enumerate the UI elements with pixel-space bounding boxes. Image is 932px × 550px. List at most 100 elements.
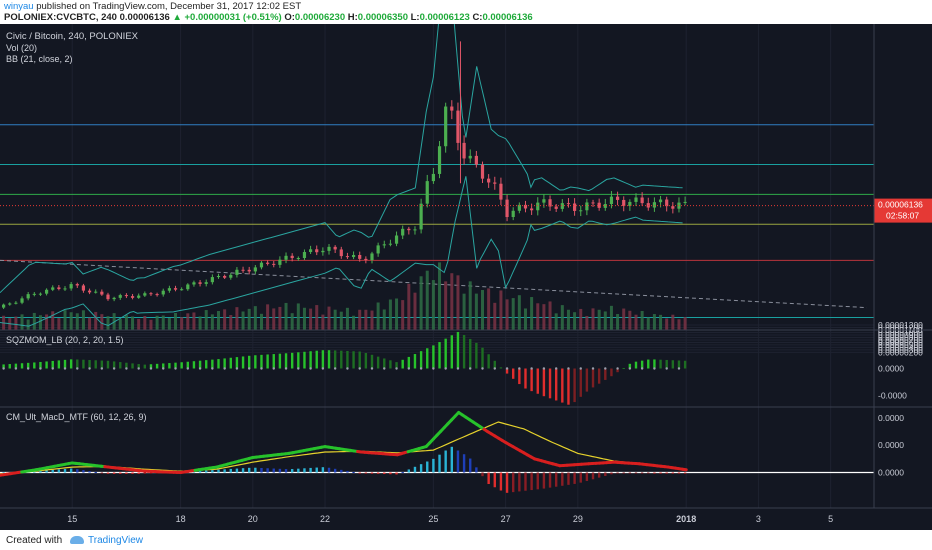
candle-body bbox=[382, 244, 386, 246]
chart-area[interactable]: 0.000013000.000012000.000011000.00001000… bbox=[0, 24, 932, 530]
volume-bar bbox=[57, 318, 61, 330]
momentum-bar bbox=[407, 356, 411, 369]
momentum-bar bbox=[186, 361, 190, 369]
momentum-bar bbox=[677, 360, 681, 369]
momentum-bar bbox=[647, 359, 650, 369]
macd-histogram-bar bbox=[235, 468, 239, 473]
volume-bar bbox=[272, 308, 276, 330]
macd-histogram-bar bbox=[229, 468, 232, 473]
volume-bar bbox=[517, 295, 521, 330]
squeeze-dot bbox=[567, 367, 570, 370]
macd-histogram-bar bbox=[82, 470, 85, 473]
squeeze-dot bbox=[653, 367, 656, 370]
volume-bar bbox=[174, 312, 178, 330]
momentum-bar bbox=[469, 338, 472, 369]
momentum-bar bbox=[653, 359, 656, 369]
momentum-bar bbox=[217, 359, 220, 369]
volume-bar bbox=[155, 315, 159, 330]
volume-bar bbox=[315, 305, 319, 330]
macd-histogram-bar bbox=[88, 471, 91, 473]
candle-body bbox=[192, 282, 196, 285]
candle-body bbox=[75, 284, 79, 286]
volume-bar bbox=[364, 309, 368, 330]
candle-body bbox=[499, 183, 503, 200]
momentum-bar bbox=[591, 368, 595, 388]
close-value: 0.00006136 bbox=[482, 12, 533, 23]
macd-histogram-bar bbox=[481, 472, 484, 477]
momentum-bar bbox=[389, 360, 392, 369]
macd-histogram-bar bbox=[76, 469, 79, 473]
macd-histogram-bar bbox=[683, 472, 687, 474]
candle-body bbox=[266, 262, 270, 264]
tradingview-logo[interactable]: TradingView bbox=[70, 535, 143, 546]
squeeze-dot bbox=[616, 367, 619, 370]
momentum-bar bbox=[505, 368, 509, 374]
momentum-bar bbox=[383, 358, 386, 369]
volume-bar bbox=[548, 301, 552, 330]
volume-bar bbox=[358, 309, 362, 330]
squeeze-dot bbox=[444, 367, 447, 370]
macd-histogram-bar bbox=[616, 472, 619, 474]
candle-body bbox=[493, 182, 497, 184]
momentum-bar bbox=[364, 352, 368, 369]
candle-body bbox=[32, 293, 36, 295]
macd-histogram-bar bbox=[346, 470, 349, 473]
price-axis-label: 0.00001000 bbox=[878, 327, 923, 337]
momentum-bar bbox=[616, 368, 619, 373]
macd-histogram-bar bbox=[493, 472, 496, 488]
candle-body bbox=[622, 199, 626, 206]
volume-bar bbox=[530, 297, 534, 330]
candle-body bbox=[100, 291, 104, 295]
volume-bar bbox=[210, 314, 214, 330]
macd-histogram-bar bbox=[585, 472, 589, 481]
macd-histogram-bar bbox=[352, 472, 355, 474]
candle-body bbox=[149, 293, 153, 295]
squeeze-dot bbox=[186, 367, 190, 370]
macd-histogram-bar bbox=[456, 450, 460, 473]
macd-histogram-bar bbox=[487, 472, 490, 485]
macd-histogram-bar bbox=[39, 470, 42, 473]
macd-histogram-bar bbox=[284, 469, 288, 473]
x-axis-label: 15 bbox=[67, 514, 77, 524]
x-axis-label: 3 bbox=[756, 514, 761, 524]
volume-bar bbox=[143, 315, 147, 330]
momentum-bar bbox=[659, 359, 662, 369]
candle-body bbox=[112, 297, 116, 300]
volume-bar bbox=[536, 303, 540, 330]
momentum-bar bbox=[315, 350, 318, 369]
ohlc-line: POLONIEX:CVCBTC, 240 0.00006136 ▲ +0.000… bbox=[4, 12, 533, 23]
volume-bar bbox=[566, 309, 570, 330]
momentum-bar bbox=[352, 351, 355, 369]
x-axis-label: 29 bbox=[573, 514, 583, 524]
volume-bar bbox=[438, 262, 442, 330]
candle-body bbox=[511, 210, 515, 218]
macd-histogram-bar bbox=[401, 472, 404, 474]
low-label: L: bbox=[410, 12, 420, 23]
momentum-bar bbox=[395, 362, 398, 369]
momentum-bar bbox=[229, 357, 232, 369]
candle-body bbox=[407, 228, 411, 231]
macd-histogram-bar bbox=[143, 472, 147, 474]
squeeze-dot bbox=[346, 367, 349, 370]
candle-body bbox=[640, 197, 644, 204]
momentum-bar bbox=[554, 368, 558, 401]
macd-histogram-bar bbox=[321, 467, 325, 473]
volume-bar bbox=[382, 309, 386, 330]
macd-histogram-bar bbox=[254, 467, 257, 473]
squeeze-dot bbox=[407, 367, 411, 370]
momentum-bar bbox=[573, 368, 576, 403]
momentum-bar bbox=[628, 363, 632, 369]
momentum-bar bbox=[297, 352, 300, 369]
macd-histogram-bar bbox=[94, 471, 97, 473]
username-link[interactable]: winyau bbox=[4, 1, 34, 12]
momentum-bar bbox=[512, 368, 515, 379]
up-arrow-icon: ▲ bbox=[172, 12, 182, 23]
macd-histogram-bar bbox=[100, 472, 104, 474]
momentum-bar bbox=[309, 351, 312, 369]
volume-bar bbox=[284, 302, 288, 330]
macd-histogram-bar bbox=[665, 472, 668, 474]
macd-histogram-bar bbox=[444, 450, 447, 473]
volume-bar bbox=[296, 303, 300, 330]
momentum-bar bbox=[604, 368, 607, 380]
publish-info: published on TradingView.com, December 3… bbox=[36, 1, 302, 12]
